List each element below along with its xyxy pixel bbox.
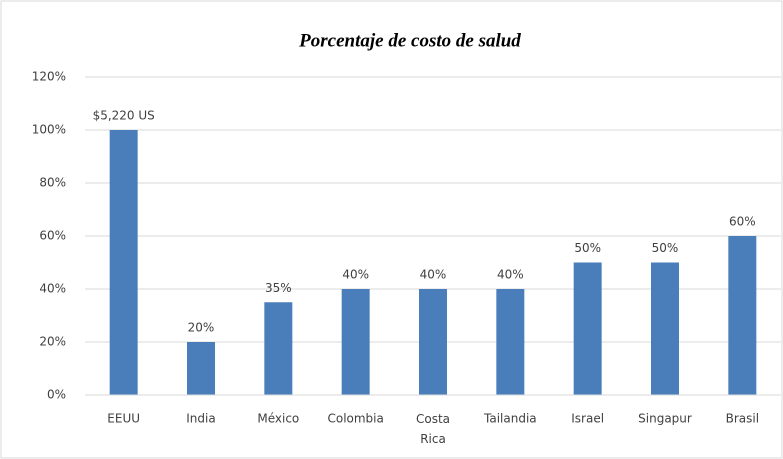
data-label: 40% xyxy=(420,268,447,282)
y-tick-label: 20% xyxy=(39,335,66,349)
x-tick-label: Costa Rica xyxy=(416,412,450,446)
y-tick-label: 80% xyxy=(39,176,66,190)
bar xyxy=(341,289,370,395)
x-tick-label: Singapur xyxy=(638,412,692,426)
data-label: 50% xyxy=(652,241,679,255)
bar xyxy=(187,342,215,395)
bar xyxy=(419,289,447,395)
bar xyxy=(651,262,679,395)
x-tick-label: EEUU xyxy=(107,412,140,426)
x-tick-label: Tailandia xyxy=(483,412,537,426)
bar xyxy=(264,302,293,395)
x-tick-label: Israel xyxy=(571,412,604,426)
y-tick-label: 60% xyxy=(39,229,66,243)
x-tick-label: India xyxy=(186,412,215,426)
bar xyxy=(728,236,757,395)
y-tick-label: 120% xyxy=(32,70,66,84)
data-label: $5,220 US xyxy=(93,109,155,123)
y-tick-label: 100% xyxy=(32,123,66,137)
data-label: 50% xyxy=(574,241,601,255)
data-label: 40% xyxy=(342,268,369,282)
data-label: 20% xyxy=(188,321,215,335)
x-tick-label: México xyxy=(257,412,299,426)
bar xyxy=(109,130,138,395)
y-tick-label: 40% xyxy=(39,282,66,296)
chart-title: Porcentaje de costo de salud xyxy=(298,30,521,51)
y-tick-label: 0% xyxy=(47,388,66,402)
x-tick-label: Brasil xyxy=(726,412,759,426)
data-label: 60% xyxy=(729,215,756,229)
data-label: 40% xyxy=(497,268,524,282)
bar xyxy=(496,289,525,395)
data-label: 35% xyxy=(265,281,292,295)
bar xyxy=(573,262,602,395)
x-tick-label: Colombia xyxy=(327,412,383,426)
